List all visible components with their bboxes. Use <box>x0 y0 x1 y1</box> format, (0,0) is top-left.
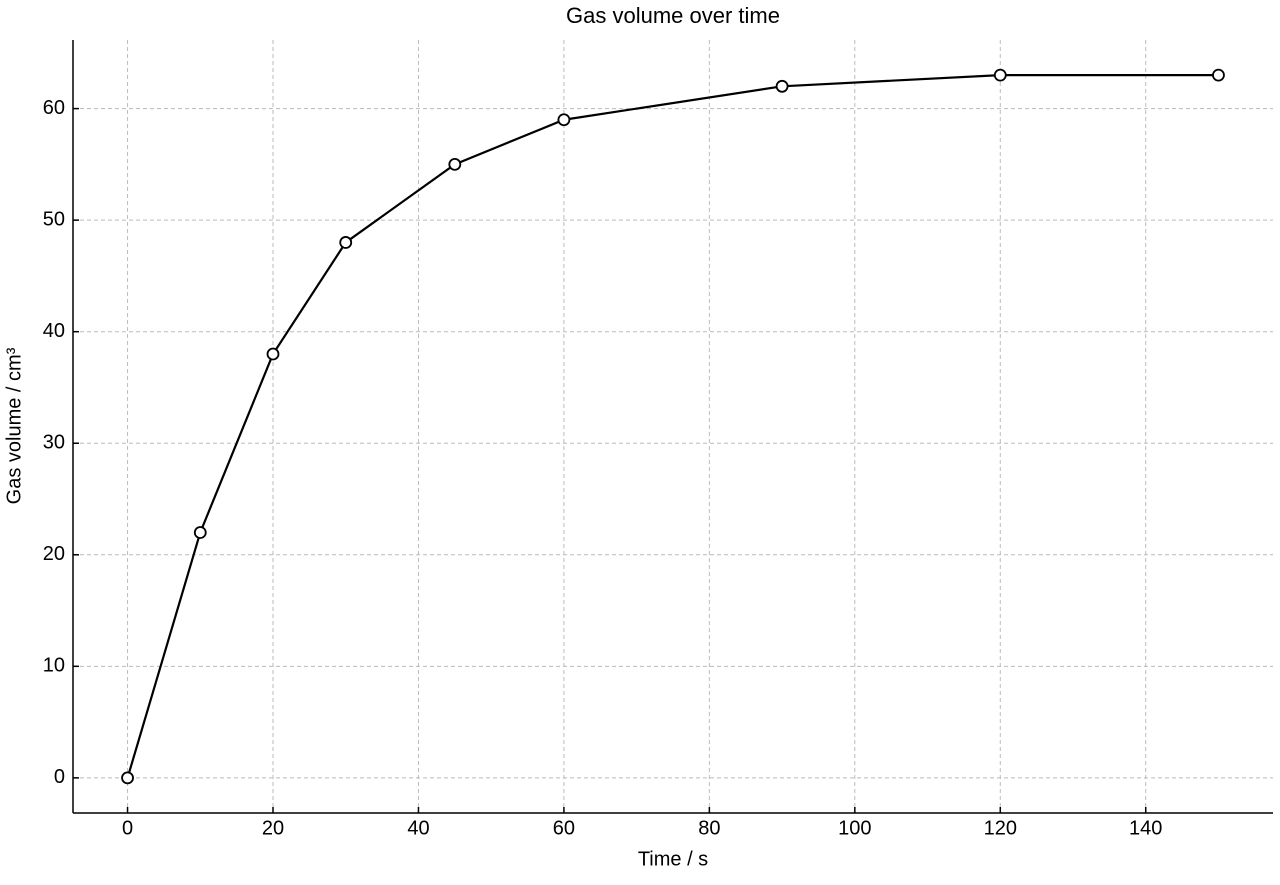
data-point <box>121 771 134 785</box>
y-axis-label: Gas volume / cm³ <box>3 347 25 504</box>
x-tick-label: 80 <box>698 817 720 839</box>
y-tick-label: 10 <box>43 655 65 677</box>
x-tick-label: 20 <box>262 817 284 839</box>
y-tick-label: 60 <box>43 97 65 119</box>
chart-title: Gas volume over time <box>566 3 780 28</box>
x-tick-label: 60 <box>553 817 575 839</box>
data-point <box>193 526 207 539</box>
data-point <box>1212 68 1225 82</box>
y-tick-label: 30 <box>43 432 65 454</box>
y-tick-label: 20 <box>43 543 65 565</box>
x-tick-label: 140 <box>1129 817 1162 839</box>
x-tick-label: 100 <box>838 817 871 839</box>
x-tick-label: 120 <box>984 817 1017 839</box>
data-point <box>448 157 462 171</box>
x-axis-label: Time / s <box>638 848 708 870</box>
data-point <box>557 113 571 127</box>
data-point <box>993 68 1007 82</box>
y-tick-label: 40 <box>43 320 65 342</box>
y-tick-label: 50 <box>43 208 65 230</box>
x-tick-label: 40 <box>407 817 429 839</box>
data-point <box>266 347 280 361</box>
data-point <box>775 79 789 93</box>
data-point <box>339 236 353 249</box>
x-tick-label: 0 <box>122 817 133 839</box>
y-tick-label: 0 <box>54 766 65 788</box>
data-line <box>126 74 1219 779</box>
